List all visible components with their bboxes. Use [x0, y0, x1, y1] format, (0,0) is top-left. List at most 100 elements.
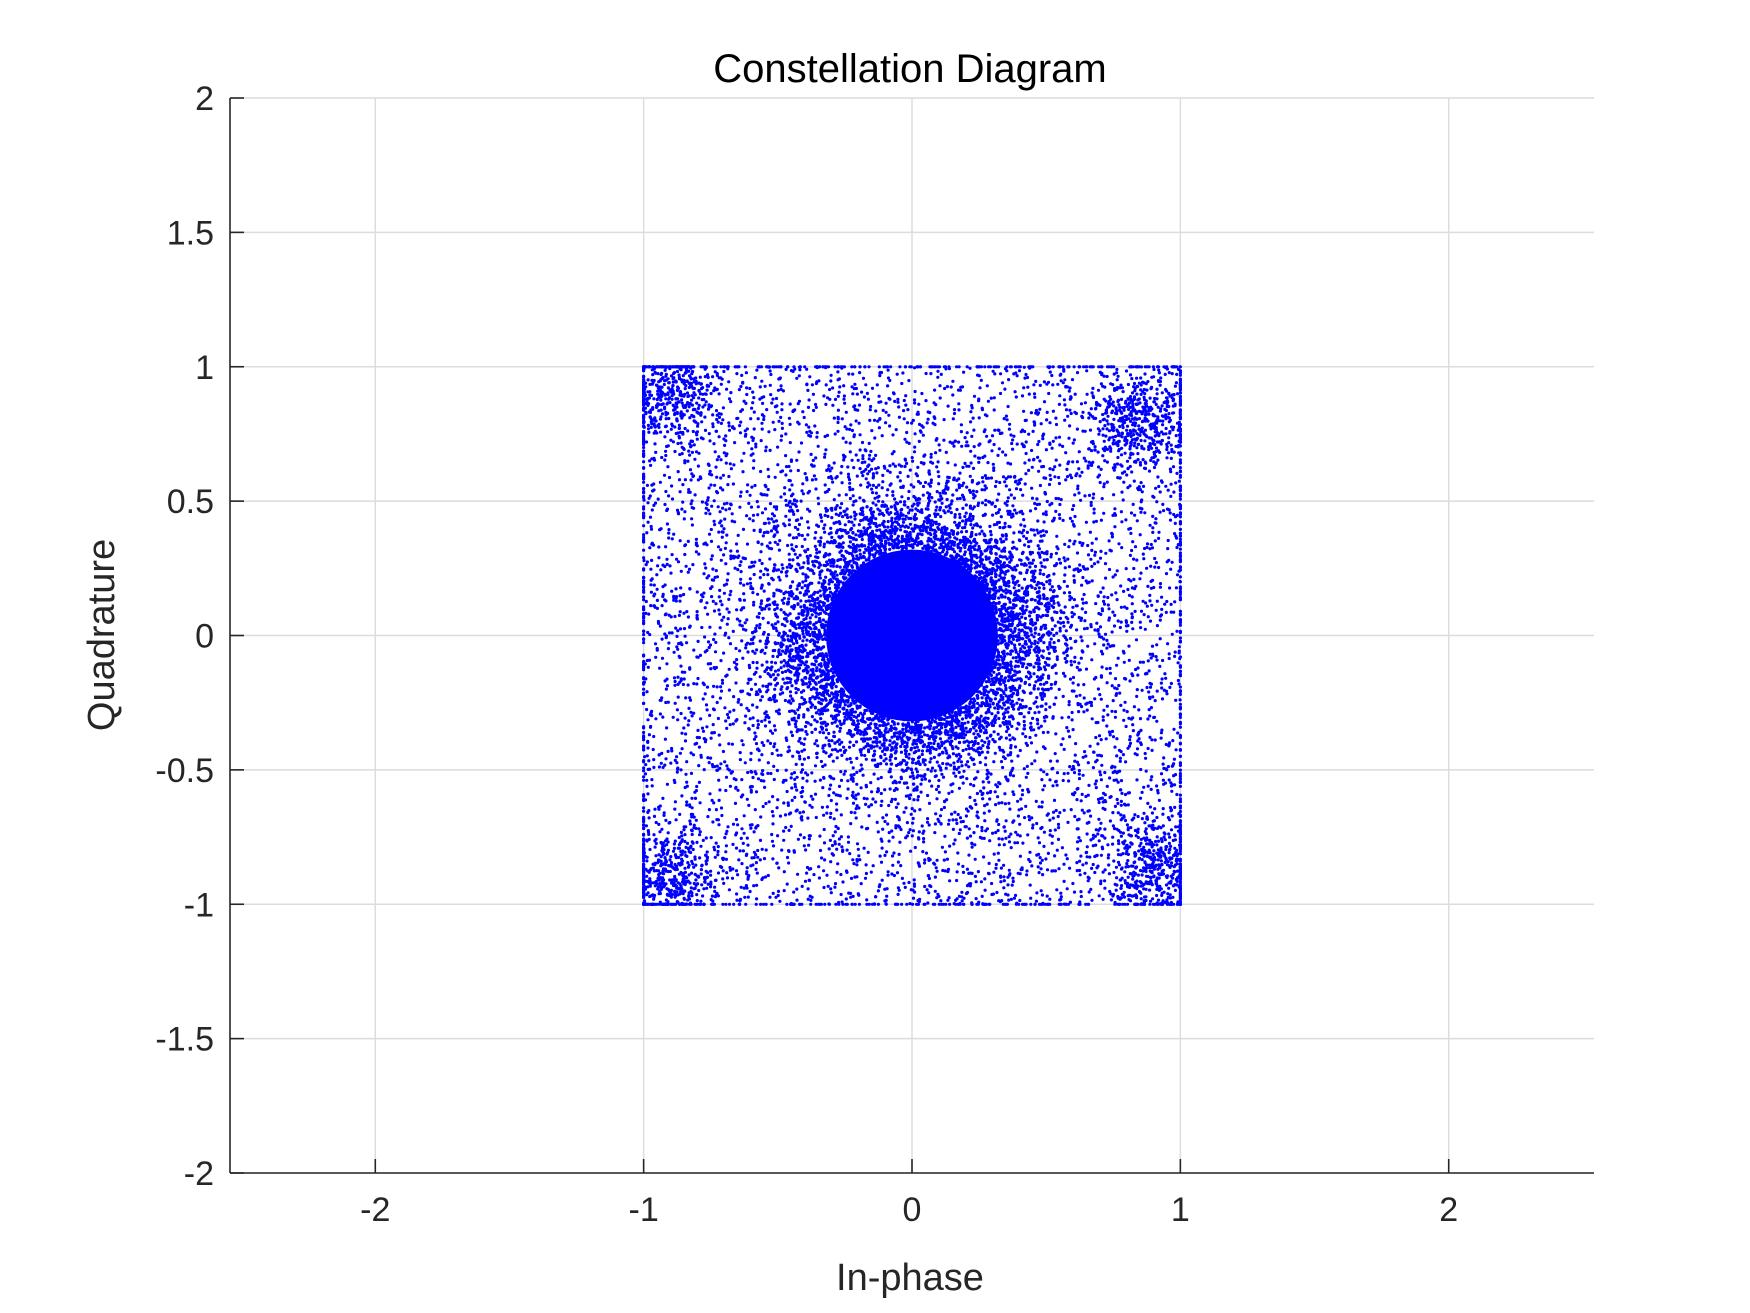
data-point: [809, 794, 813, 798]
data-point: [1112, 859, 1116, 863]
data-point: [1127, 417, 1131, 421]
data-point: [825, 873, 829, 877]
data-point: [1111, 735, 1116, 739]
data-point: [808, 803, 812, 807]
data-point: [1045, 868, 1050, 872]
data-point: [948, 506, 952, 510]
data-point: [934, 866, 938, 870]
data-point: [688, 667, 692, 671]
data-point: [1125, 710, 1129, 714]
data-point: [805, 865, 810, 870]
data-point: [1048, 833, 1052, 837]
data-point: [1022, 444, 1026, 449]
data-point: [846, 835, 851, 839]
data-point: [1037, 547, 1041, 551]
data-point: [1097, 894, 1101, 898]
data-point: [771, 731, 775, 735]
data-point: [1003, 480, 1007, 484]
data-point: [1059, 497, 1063, 502]
data-point: [948, 440, 952, 444]
data-point: [715, 458, 719, 462]
data-point: [952, 842, 956, 846]
data-point: [1000, 706, 1004, 710]
data-point: [676, 560, 681, 564]
data-point: [1020, 793, 1024, 797]
data-point: [943, 386, 947, 391]
data-point: [1066, 771, 1070, 775]
data-point: [810, 478, 815, 482]
data-point: [711, 820, 715, 824]
data-point: [646, 810, 650, 815]
data-point: [934, 812, 938, 816]
data-point: [818, 834, 822, 838]
data-point: [1108, 548, 1112, 552]
data-point: [1058, 463, 1062, 467]
data-point: [970, 842, 974, 846]
data-point: [1014, 395, 1018, 399]
data-point: [912, 882, 917, 886]
data-point: [685, 800, 689, 804]
data-point: [758, 528, 762, 532]
data-point: [1055, 759, 1059, 763]
data-point: [756, 848, 760, 853]
data-point: [670, 484, 674, 488]
data-point: [1142, 836, 1146, 840]
data-point: [696, 655, 700, 659]
data-point: [886, 488, 890, 492]
data-point: [1081, 755, 1085, 759]
data-point: [749, 790, 753, 794]
data-point: [785, 882, 789, 886]
data-point: [1061, 444, 1065, 448]
data-point: [842, 394, 847, 398]
data-point: [1071, 441, 1075, 445]
data-point: [947, 896, 951, 900]
data-point: [724, 541, 728, 545]
data-point: [1037, 871, 1041, 875]
data-point: [795, 536, 799, 540]
data-point: [902, 417, 906, 421]
data-point: [1071, 460, 1075, 464]
data-point: [800, 626, 804, 630]
data-point: [683, 785, 687, 790]
data-point: [1132, 479, 1136, 483]
data-point: [1077, 532, 1081, 536]
data-point: [676, 767, 680, 771]
data-point: [997, 447, 1001, 451]
data-point: [756, 592, 760, 596]
data-point: [1075, 460, 1079, 464]
data-point: [1068, 591, 1072, 595]
data-point: [773, 608, 777, 612]
data-point: [723, 760, 727, 764]
data-point: [1014, 893, 1018, 898]
data-point: [835, 475, 839, 479]
data-point: [732, 695, 736, 699]
data-point: [988, 797, 992, 801]
data-point: [1030, 448, 1034, 453]
data-point: [758, 675, 762, 679]
data-point: [835, 802, 839, 806]
data-point: [805, 871, 809, 875]
data-point: [769, 729, 773, 733]
data-point: [1027, 392, 1031, 396]
data-point: [1100, 497, 1104, 501]
data-point: [1164, 610, 1168, 615]
data-point: [1062, 808, 1066, 812]
data-point: [686, 539, 690, 544]
data-point: [1003, 829, 1007, 833]
data-point: [1007, 427, 1012, 431]
data-point: [772, 505, 777, 509]
data-point: [1089, 557, 1093, 561]
data-point: [758, 626, 762, 630]
data-point: [1169, 470, 1173, 474]
data-point: [794, 762, 798, 767]
data-point: [675, 557, 679, 561]
data-point: [1168, 685, 1172, 690]
data-point: [1112, 493, 1116, 497]
data-point: [1132, 705, 1136, 709]
data-point: [1105, 724, 1109, 728]
data-point: [659, 761, 663, 765]
data-point: [805, 779, 809, 783]
data-point: [940, 845, 945, 849]
data-point: [648, 633, 652, 637]
data-point: [735, 372, 739, 376]
